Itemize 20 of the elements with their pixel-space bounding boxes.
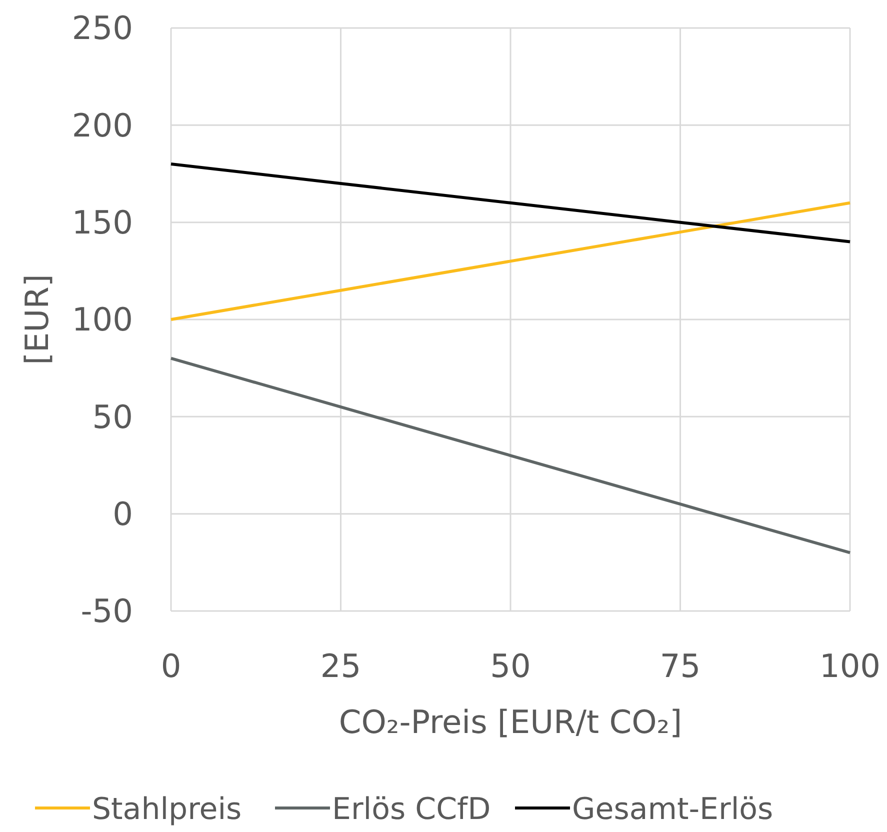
y-axis-title: [EUR] [18, 274, 56, 365]
legend-label: Gesamt-Erlös [572, 792, 774, 827]
y-tick-label: 100 [72, 300, 133, 339]
x-axis-title: CO₂-Preis [EUR/t CO₂] [338, 703, 682, 741]
line-series [170, 162, 852, 244]
x-tick-label: 50 [490, 647, 531, 685]
y-tick-label: 200 [72, 106, 133, 144]
legend-label: Erlös CCfD [332, 792, 491, 827]
y-tick-label: -50 [80, 592, 133, 630]
legend-label: Stahlpreis [92, 792, 242, 827]
line-series [170, 356, 852, 554]
y-tick-label: 250 [72, 9, 133, 48]
x-tick-label: 25 [320, 647, 362, 685]
y-tick-label: 0 [112, 495, 133, 534]
y-tick-label: 50 [92, 398, 133, 436]
y-tick-label: 150 [72, 204, 133, 242]
x-tick-label: 75 [660, 647, 701, 685]
line-series [170, 201, 852, 321]
x-tick-label: 0 [160, 647, 182, 685]
x-tick-label: 100 [819, 647, 881, 685]
